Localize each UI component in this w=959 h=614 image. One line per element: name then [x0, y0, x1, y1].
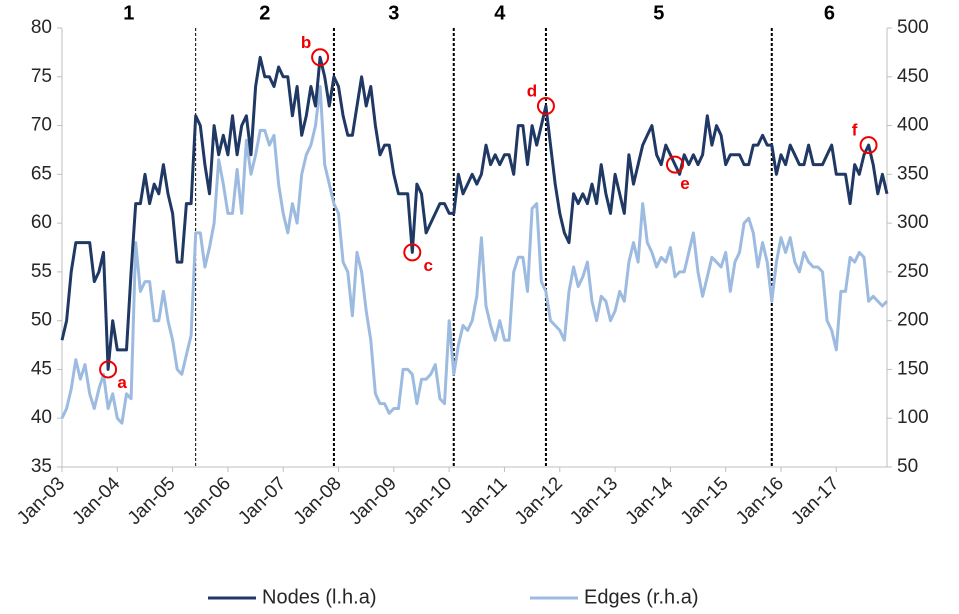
- legend-label: Nodes (l.h.a): [262, 586, 377, 608]
- y-tick-label: 55: [31, 261, 52, 282]
- annotation-label: d: [527, 82, 537, 101]
- y-tick-label: 70: [31, 115, 52, 136]
- y2-tick-label: 500: [897, 17, 929, 38]
- region-label: 1: [123, 2, 134, 24]
- y-tick-label: 50: [31, 310, 52, 331]
- y-tick-label: 75: [31, 66, 52, 87]
- x-tick-label: Jan-10: [400, 473, 456, 529]
- x-tick-label: Jan-04: [68, 473, 124, 529]
- x-tick-label: Jan-13: [566, 473, 622, 529]
- x-tick-label: Jan-16: [732, 473, 788, 529]
- series-line: [60, 55, 889, 371]
- x-tick-label: Jan-08: [290, 473, 346, 529]
- x-tick-label: Jan-11: [457, 473, 512, 528]
- x-tick-label: Jan-09: [345, 473, 401, 529]
- x-tick-label: Jan-03: [13, 473, 69, 529]
- y-tick-label: 60: [31, 212, 52, 233]
- y2-tick-label: 200: [897, 310, 929, 331]
- x-tick-label: Jan-12: [511, 473, 567, 529]
- y-tick-label: 45: [31, 358, 52, 379]
- region-label: 4: [494, 2, 506, 24]
- y2-tick-label: 150: [897, 358, 929, 379]
- x-tick-label: Jan-15: [677, 473, 733, 529]
- y-tick-label: 80: [31, 17, 52, 38]
- legend-label: Edges (r.h.a): [584, 586, 699, 608]
- region-label: 2: [259, 2, 270, 24]
- x-tick-label: Jan-05: [124, 473, 180, 529]
- y2-tick-label: 100: [897, 407, 929, 428]
- x-tick-label: Jan-07: [234, 473, 290, 529]
- annotation-label: b: [301, 33, 311, 52]
- region-label: 6: [824, 2, 835, 24]
- annotation-circle: [859, 136, 878, 155]
- y2-tick-label: 350: [897, 163, 929, 184]
- y2-tick-label: 300: [897, 212, 929, 233]
- annotation-label: a: [117, 373, 127, 392]
- y-tick-label: 35: [31, 456, 52, 477]
- y2-tick-label: 450: [897, 66, 929, 87]
- y-tick-label: 40: [31, 407, 52, 428]
- region-label: 3: [388, 2, 399, 24]
- annotation-label: c: [424, 256, 433, 275]
- y-tick-label: 65: [31, 163, 52, 184]
- x-tick-label: Jan-14: [622, 473, 678, 529]
- series-line: [60, 85, 889, 425]
- annotation-circle: [311, 48, 330, 67]
- x-tick-label: Jan-17: [787, 473, 843, 529]
- annotation-circle: [665, 155, 684, 174]
- y2-tick-label: 50: [897, 456, 918, 477]
- annotation-circle: [536, 97, 555, 116]
- annotation-label: f: [852, 121, 858, 140]
- annotation-circle: [99, 360, 118, 379]
- region-label: 5: [653, 2, 664, 24]
- y2-tick-label: 400: [897, 115, 929, 136]
- x-tick-label: Jan-06: [179, 473, 235, 529]
- y2-tick-label: 250: [897, 261, 929, 282]
- annotation-label: e: [680, 174, 689, 193]
- annotation-circle: [403, 243, 422, 262]
